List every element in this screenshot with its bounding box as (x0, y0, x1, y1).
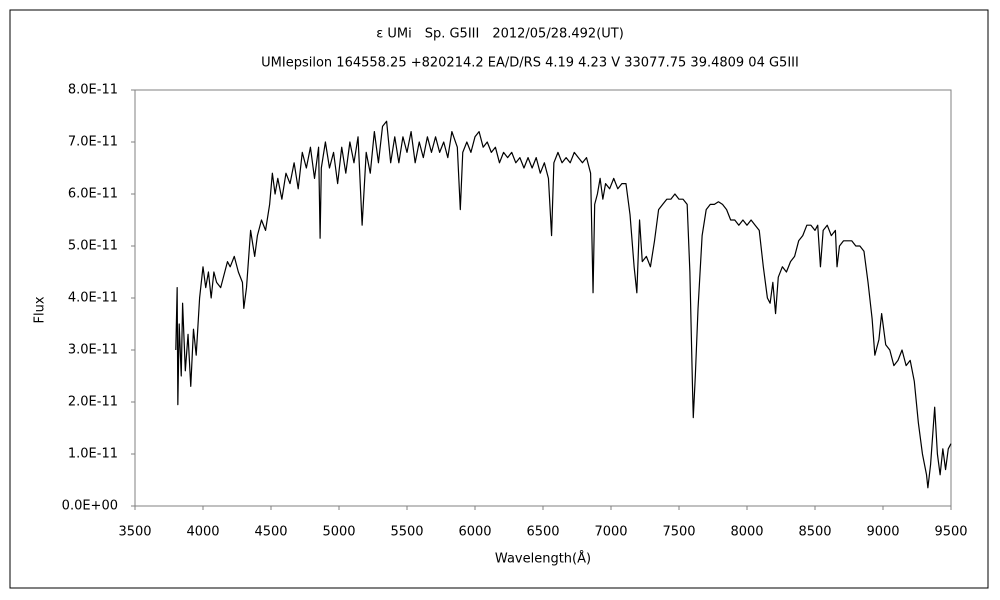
plot-area (134, 89, 952, 507)
x-tick-label: 9500 (934, 525, 967, 540)
y-tick-label: 7.0E-11 (68, 135, 118, 150)
x-tick-label: 7500 (662, 525, 695, 540)
x-tick-label: 4500 (254, 525, 287, 540)
x-tick-label: 5000 (322, 525, 355, 540)
y-tick-label: 8.0E-11 (68, 83, 118, 98)
x-tick-label: 9000 (866, 525, 899, 540)
y-tick-label: 5.0E-11 (68, 239, 118, 254)
x-tick-label: 6500 (526, 525, 559, 540)
x-tick-label: 6000 (458, 525, 491, 540)
y-tick-label: 4.0E-11 (68, 291, 118, 306)
y-tick-label: 1.0E-11 (68, 447, 118, 462)
x-tick-label: 3500 (118, 525, 151, 540)
x-tick-label: 7000 (594, 525, 627, 540)
y-axis-label: Flux (33, 296, 48, 323)
x-axis-label: Wavelength(Å) (495, 551, 591, 567)
y-tick-label: 6.0E-11 (68, 187, 118, 202)
chart-title: ε UMi Sp. G5III 2012/05/28.492(UT) (376, 27, 624, 42)
y-tick-label: 3.0E-11 (68, 343, 118, 358)
chart-subtitle: UMIepsilon 164558.25 +820214.2 EA/D/RS 4… (261, 56, 799, 71)
x-tick-label: 8500 (798, 525, 831, 540)
x-tick-label: 5500 (390, 525, 423, 540)
x-tick-label: 4000 (186, 525, 219, 540)
y-tick-label: 2.0E-11 (68, 395, 118, 410)
y-tick-label: 0.0E+00 (62, 499, 118, 514)
x-tick-label: 8000 (730, 525, 763, 540)
spectrum-line (175, 120, 952, 489)
